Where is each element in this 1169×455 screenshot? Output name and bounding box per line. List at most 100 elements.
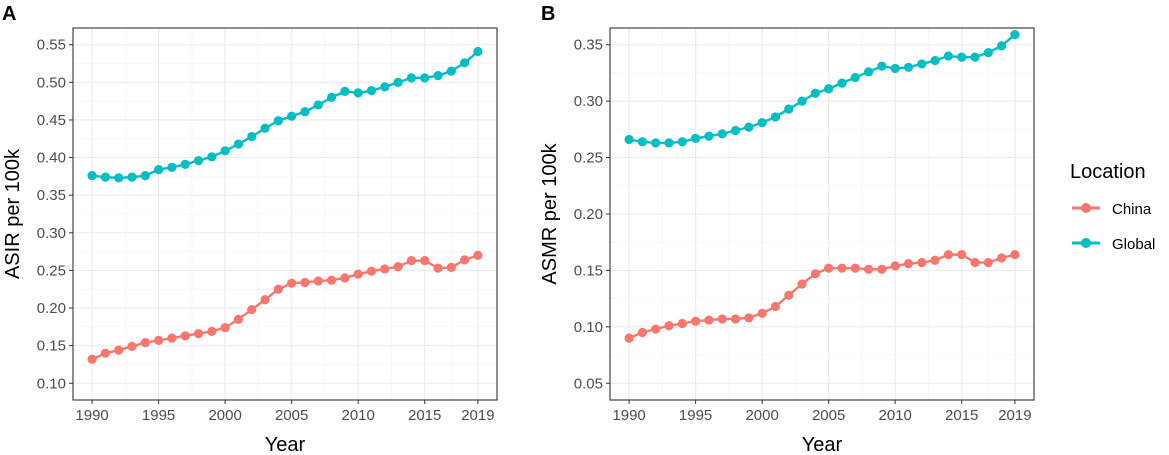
panel-a-y-tick-label: 0.35 bbox=[37, 187, 66, 204]
panel-a-y-tick-label: 0.40 bbox=[37, 150, 66, 167]
panel-a-china-point bbox=[393, 262, 403, 272]
panel-a-global-point bbox=[167, 162, 177, 172]
panel-b-x-tick-label: 1990 bbox=[612, 407, 645, 424]
panel-b-global-point bbox=[970, 52, 980, 62]
panel-a-china-point bbox=[406, 256, 416, 266]
panel-a-china-point bbox=[420, 256, 430, 266]
panel-b-global-point bbox=[717, 129, 727, 139]
panel-b-x-axis-title: Year bbox=[802, 434, 843, 455]
panel-b-china-point bbox=[863, 264, 874, 274]
panel-a-x-tick-label: 2000 bbox=[208, 407, 241, 424]
panel-b-china-point bbox=[903, 259, 914, 269]
panel-a-global-point bbox=[433, 70, 443, 81]
panel-b-y-tick-label: 0.20 bbox=[574, 206, 603, 223]
panel-b-global-point bbox=[770, 112, 781, 122]
panel-a-china-point bbox=[114, 345, 124, 355]
panel-b-y-tick-label: 0.10 bbox=[574, 319, 603, 336]
panel-a-global-point bbox=[207, 152, 217, 162]
panel-a-china-point bbox=[154, 335, 164, 345]
panel-b-y-tick-label: 0.25 bbox=[574, 150, 603, 167]
panel-b-global-point bbox=[930, 55, 940, 66]
panel-b-china-point bbox=[930, 255, 940, 265]
panel-b-china-point bbox=[677, 318, 687, 329]
panel-a-global-point bbox=[100, 172, 110, 182]
panel-b-global-point bbox=[837, 78, 847, 88]
panel-a-china-point bbox=[380, 264, 390, 274]
panel-b-global-point bbox=[744, 122, 754, 132]
panel-a-global-point bbox=[220, 146, 230, 156]
panel-a-y-tick-label: 0.55 bbox=[37, 37, 66, 54]
panel-a-china-point bbox=[247, 304, 257, 315]
panel-b-global-point bbox=[624, 134, 634, 145]
panel-b-global-point bbox=[810, 88, 820, 98]
panel-a-global-point bbox=[460, 58, 470, 68]
panel-b-china-point bbox=[744, 313, 754, 323]
panel-a-china-point bbox=[220, 322, 230, 333]
panel-a-plot-border bbox=[72, 27, 498, 401]
panel-b-global-point bbox=[863, 67, 874, 77]
panel-b-china-point bbox=[810, 269, 820, 279]
panel-b-china-point bbox=[651, 324, 661, 334]
panel-b-gridlines bbox=[610, 28, 1034, 400]
panel-a-global-point bbox=[140, 171, 150, 181]
panel-b-series bbox=[624, 29, 1020, 343]
panel-b-china-point bbox=[1010, 250, 1020, 260]
panel-b-x-tick-label: 2000 bbox=[745, 407, 778, 424]
panel-a-china-point bbox=[353, 269, 363, 279]
panel-a-x-tick-label: 2005 bbox=[275, 407, 308, 424]
panel-a-ticks: 0.10 0.15 0.20 0.25 0.30 0.35 0.40 0.45 0.50 0.55… bbox=[37, 37, 495, 424]
panel-b-global-point bbox=[664, 138, 674, 148]
panel-a-global-point bbox=[446, 66, 456, 76]
panel-a-global-point bbox=[300, 107, 310, 117]
panel-a-gridlines bbox=[73, 28, 497, 400]
panel-b-global-point bbox=[997, 41, 1007, 51]
panel-a-global-point bbox=[233, 139, 244, 149]
legend-key-china: China bbox=[1072, 201, 1152, 218]
panel-b-y-tick-label: 0.15 bbox=[574, 262, 603, 279]
panel-b: B 0.05 0.10 0.15 0.20 0.25 0.30 0.35 1990 1995 20… bbox=[539, 3, 1035, 455]
panel-a-china-point bbox=[273, 284, 283, 294]
panel-a-global-point bbox=[326, 92, 337, 102]
panel-b-china-point bbox=[770, 301, 781, 312]
legend-label-global: Global bbox=[1112, 236, 1155, 253]
legend-title: Location bbox=[1070, 161, 1146, 183]
panel-b-global-point bbox=[983, 48, 993, 58]
panel-a-global-point bbox=[406, 73, 416, 83]
panel-a-global-point bbox=[260, 123, 270, 133]
panel-b-china-point bbox=[757, 308, 767, 318]
panel-a-y-tick-label: 0.15 bbox=[37, 338, 66, 355]
panel-b-global-point bbox=[877, 61, 887, 71]
panel-a-china-point bbox=[207, 326, 217, 336]
panel-a-x-tick-label: 1995 bbox=[142, 407, 175, 424]
panel-b-x-tick-label: 2019 bbox=[998, 407, 1031, 424]
panel-a-y-tick-label: 0.30 bbox=[37, 225, 66, 242]
panel-b-global-point bbox=[890, 63, 900, 74]
panel-b-global-point bbox=[917, 59, 927, 69]
panel-b-china-point bbox=[837, 263, 847, 273]
panel-a-global-point bbox=[473, 46, 483, 57]
panel-a-china-point bbox=[167, 333, 177, 343]
panel-a-x-tick-label: 1990 bbox=[75, 407, 108, 424]
panel-a-china-point bbox=[446, 262, 456, 273]
panel-a-china-point bbox=[180, 331, 190, 341]
panel-b-global-point bbox=[704, 131, 714, 141]
panel-a-global-point bbox=[380, 82, 390, 92]
panel-b-global-point bbox=[1010, 29, 1020, 40]
panel-b-china-point bbox=[717, 314, 727, 324]
panel-a-china-point bbox=[233, 314, 244, 324]
panel-b-china-point bbox=[784, 290, 794, 300]
panel-a: A 0.100.150.200.250.300.350.400.450.500.… bbox=[2, 3, 498, 455]
panel-a-series bbox=[87, 46, 483, 364]
panel-a-y-tick-label: 0.25 bbox=[37, 262, 66, 279]
panel-a-china-point bbox=[260, 295, 270, 305]
panel-a-x-tick-label: 2015 bbox=[408, 407, 441, 424]
panel-b-y-axis-title: ASMR per 100k bbox=[539, 142, 561, 284]
panel-b-global-point bbox=[850, 72, 860, 83]
panel-a-global-point bbox=[127, 172, 137, 182]
panel-a-y-tick-label: 0.20 bbox=[37, 300, 66, 317]
panel-b-x-tick-label: 2015 bbox=[945, 407, 978, 424]
panel-a-global-point bbox=[313, 100, 323, 110]
panel-a-china-point bbox=[313, 276, 323, 286]
panel-b-china-point bbox=[624, 333, 634, 343]
panel-b-china-point bbox=[797, 279, 807, 289]
